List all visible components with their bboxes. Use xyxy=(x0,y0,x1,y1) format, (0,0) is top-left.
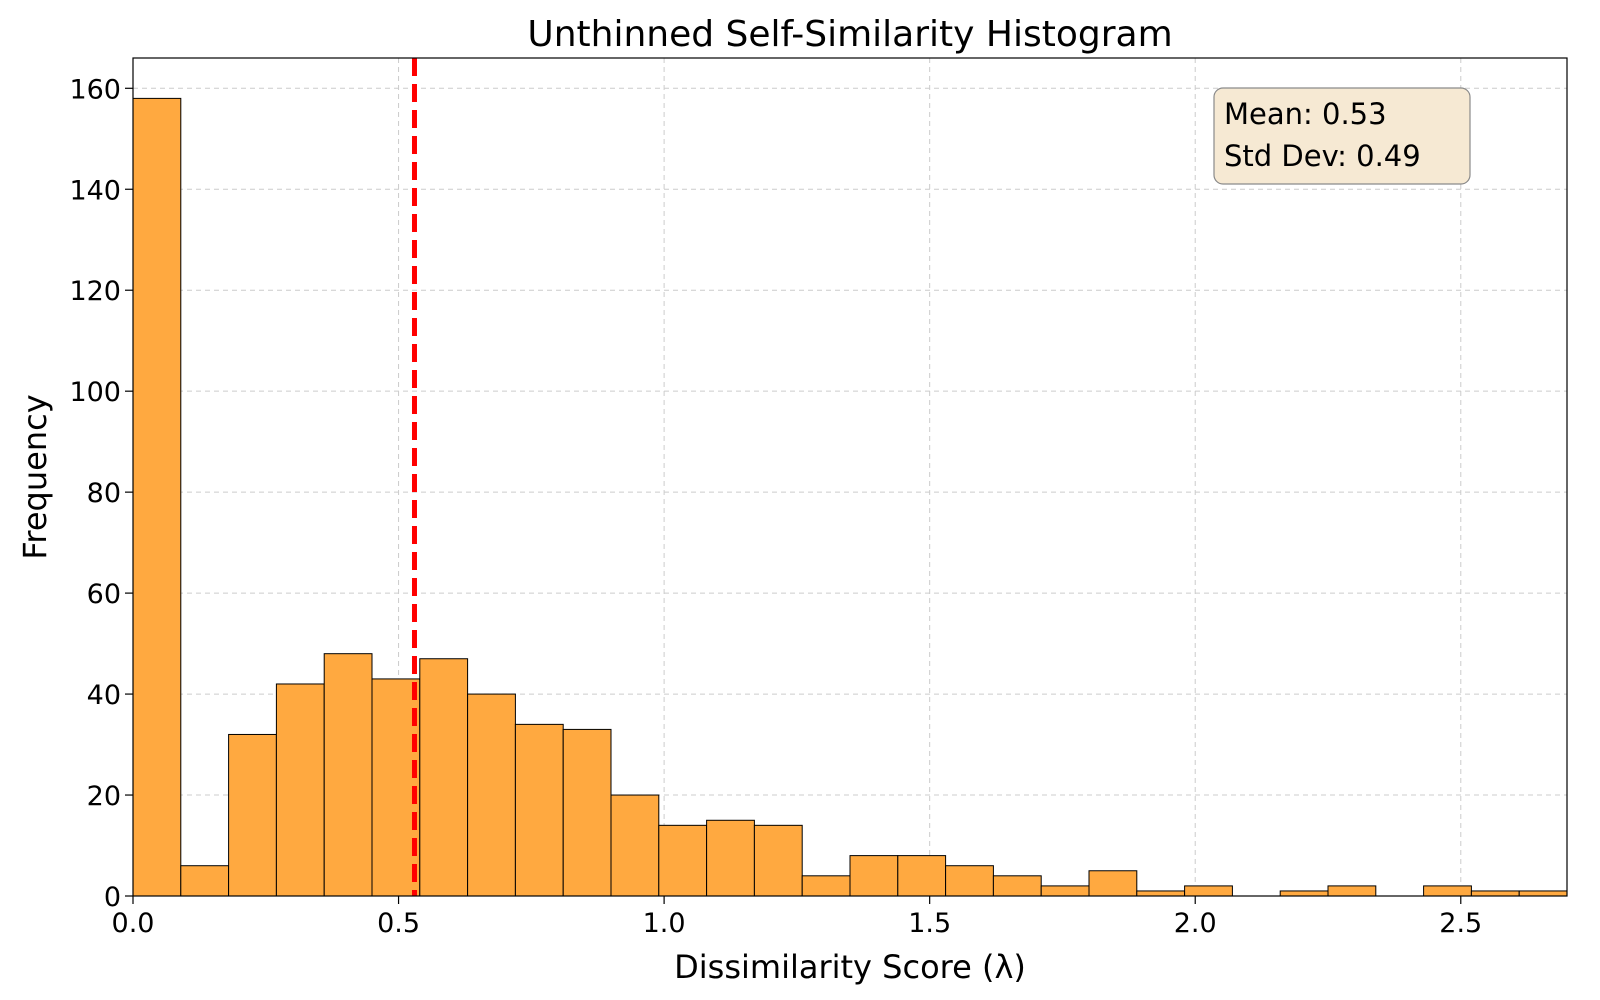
histogram-bar-1 xyxy=(180,865,230,897)
y-tick-label-8: 160 xyxy=(69,74,121,105)
histogram-bar-8 xyxy=(514,723,564,897)
stats-box-background xyxy=(1213,87,1471,185)
x-tick-label-0: 0.0 xyxy=(112,908,155,939)
histogram-bar-21 xyxy=(1136,890,1186,897)
stats-stddev-text: Std Dev: 0.49 xyxy=(1224,139,1421,173)
histogram-bar-28 xyxy=(1470,890,1520,897)
histogram-bar-0 xyxy=(132,97,182,897)
x-tick-label-4: 2.0 xyxy=(1174,908,1217,939)
histogram-bar-29 xyxy=(1518,890,1568,897)
histogram-bars xyxy=(132,97,1568,897)
y-tick-label-7: 140 xyxy=(69,175,121,206)
y-tick-label-3: 60 xyxy=(87,579,121,610)
histogram-bar-20 xyxy=(1088,870,1138,897)
histogram-bar-4 xyxy=(323,653,373,897)
histogram-bar-9 xyxy=(562,728,612,897)
histogram-bar-13 xyxy=(753,824,803,897)
histogram-bar-10 xyxy=(610,794,660,897)
histogram-bar-6 xyxy=(419,658,469,897)
x-tick-label-3: 1.5 xyxy=(908,908,951,939)
y-tick-label-0: 0 xyxy=(104,882,121,913)
histogram-bar-12 xyxy=(706,819,755,897)
y-tick-label-6: 120 xyxy=(69,276,121,307)
histogram-bar-7 xyxy=(467,693,516,897)
histogram-bar-25 xyxy=(1327,885,1377,897)
chart-title: Unthinned Self-Similarity Histogram xyxy=(527,14,1172,55)
stats-mean-text: Mean: 0.53 xyxy=(1224,97,1387,131)
x-axis-title: Dissimilarity Score (λ) xyxy=(674,948,1026,986)
histogram-bar-18 xyxy=(992,875,1042,897)
y-axis-title: Frequency xyxy=(16,394,54,559)
histogram-bar-17 xyxy=(945,865,994,897)
histogram-bar-14 xyxy=(801,875,851,897)
histogram-bar-2 xyxy=(228,733,277,897)
histogram-bar-15 xyxy=(849,855,899,897)
x-tick-label-2: 1.0 xyxy=(643,908,686,939)
histogram-bar-3 xyxy=(275,683,325,897)
x-tick-label-5: 2.5 xyxy=(1439,908,1482,939)
stats-box: Mean: 0.53 Std Dev: 0.49 xyxy=(1213,87,1471,185)
y-tick-label-2: 40 xyxy=(87,680,121,711)
x-tick-label-1: 0.5 xyxy=(377,908,420,939)
y-tick-label-5: 100 xyxy=(69,377,121,408)
histogram-bar-19 xyxy=(1040,885,1090,897)
y-tick-label-4: 80 xyxy=(87,478,121,509)
plot-area-frame xyxy=(132,57,1568,897)
histogram-bar-11 xyxy=(658,824,708,897)
histogram-bar-22 xyxy=(1184,885,1233,897)
histogram-bar-27 xyxy=(1423,885,1472,897)
histogram-bar-16 xyxy=(897,855,947,897)
y-tick-label-1: 20 xyxy=(87,781,121,812)
axis-ticks: 0.0 0.5 1.0 1.5 2.0 2.5 0 20 40 60 80 100 120 140 160 xyxy=(69,74,1482,939)
histogram-bar-24 xyxy=(1279,890,1329,897)
